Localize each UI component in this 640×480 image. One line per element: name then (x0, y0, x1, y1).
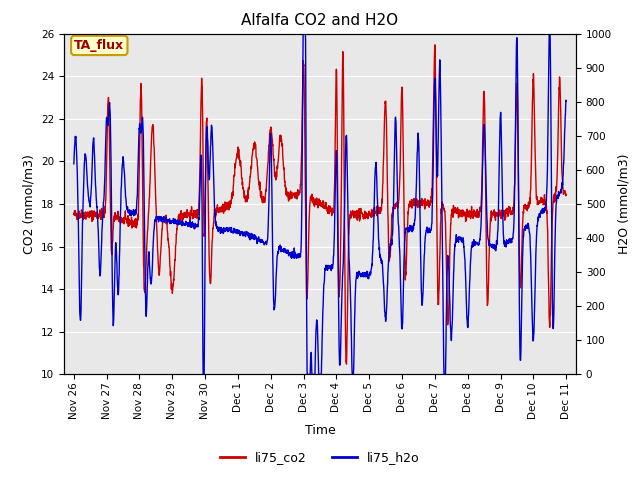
Y-axis label: H2O (mmol/m3): H2O (mmol/m3) (618, 154, 630, 254)
Text: TA_flux: TA_flux (74, 39, 124, 52)
Y-axis label: CO2 (mmol/m3): CO2 (mmol/m3) (22, 154, 35, 254)
X-axis label: Time: Time (305, 424, 335, 437)
Legend: li75_co2, li75_h2o: li75_co2, li75_h2o (215, 446, 425, 469)
Title: Alfalfa CO2 and H2O: Alfalfa CO2 and H2O (241, 13, 399, 28)
